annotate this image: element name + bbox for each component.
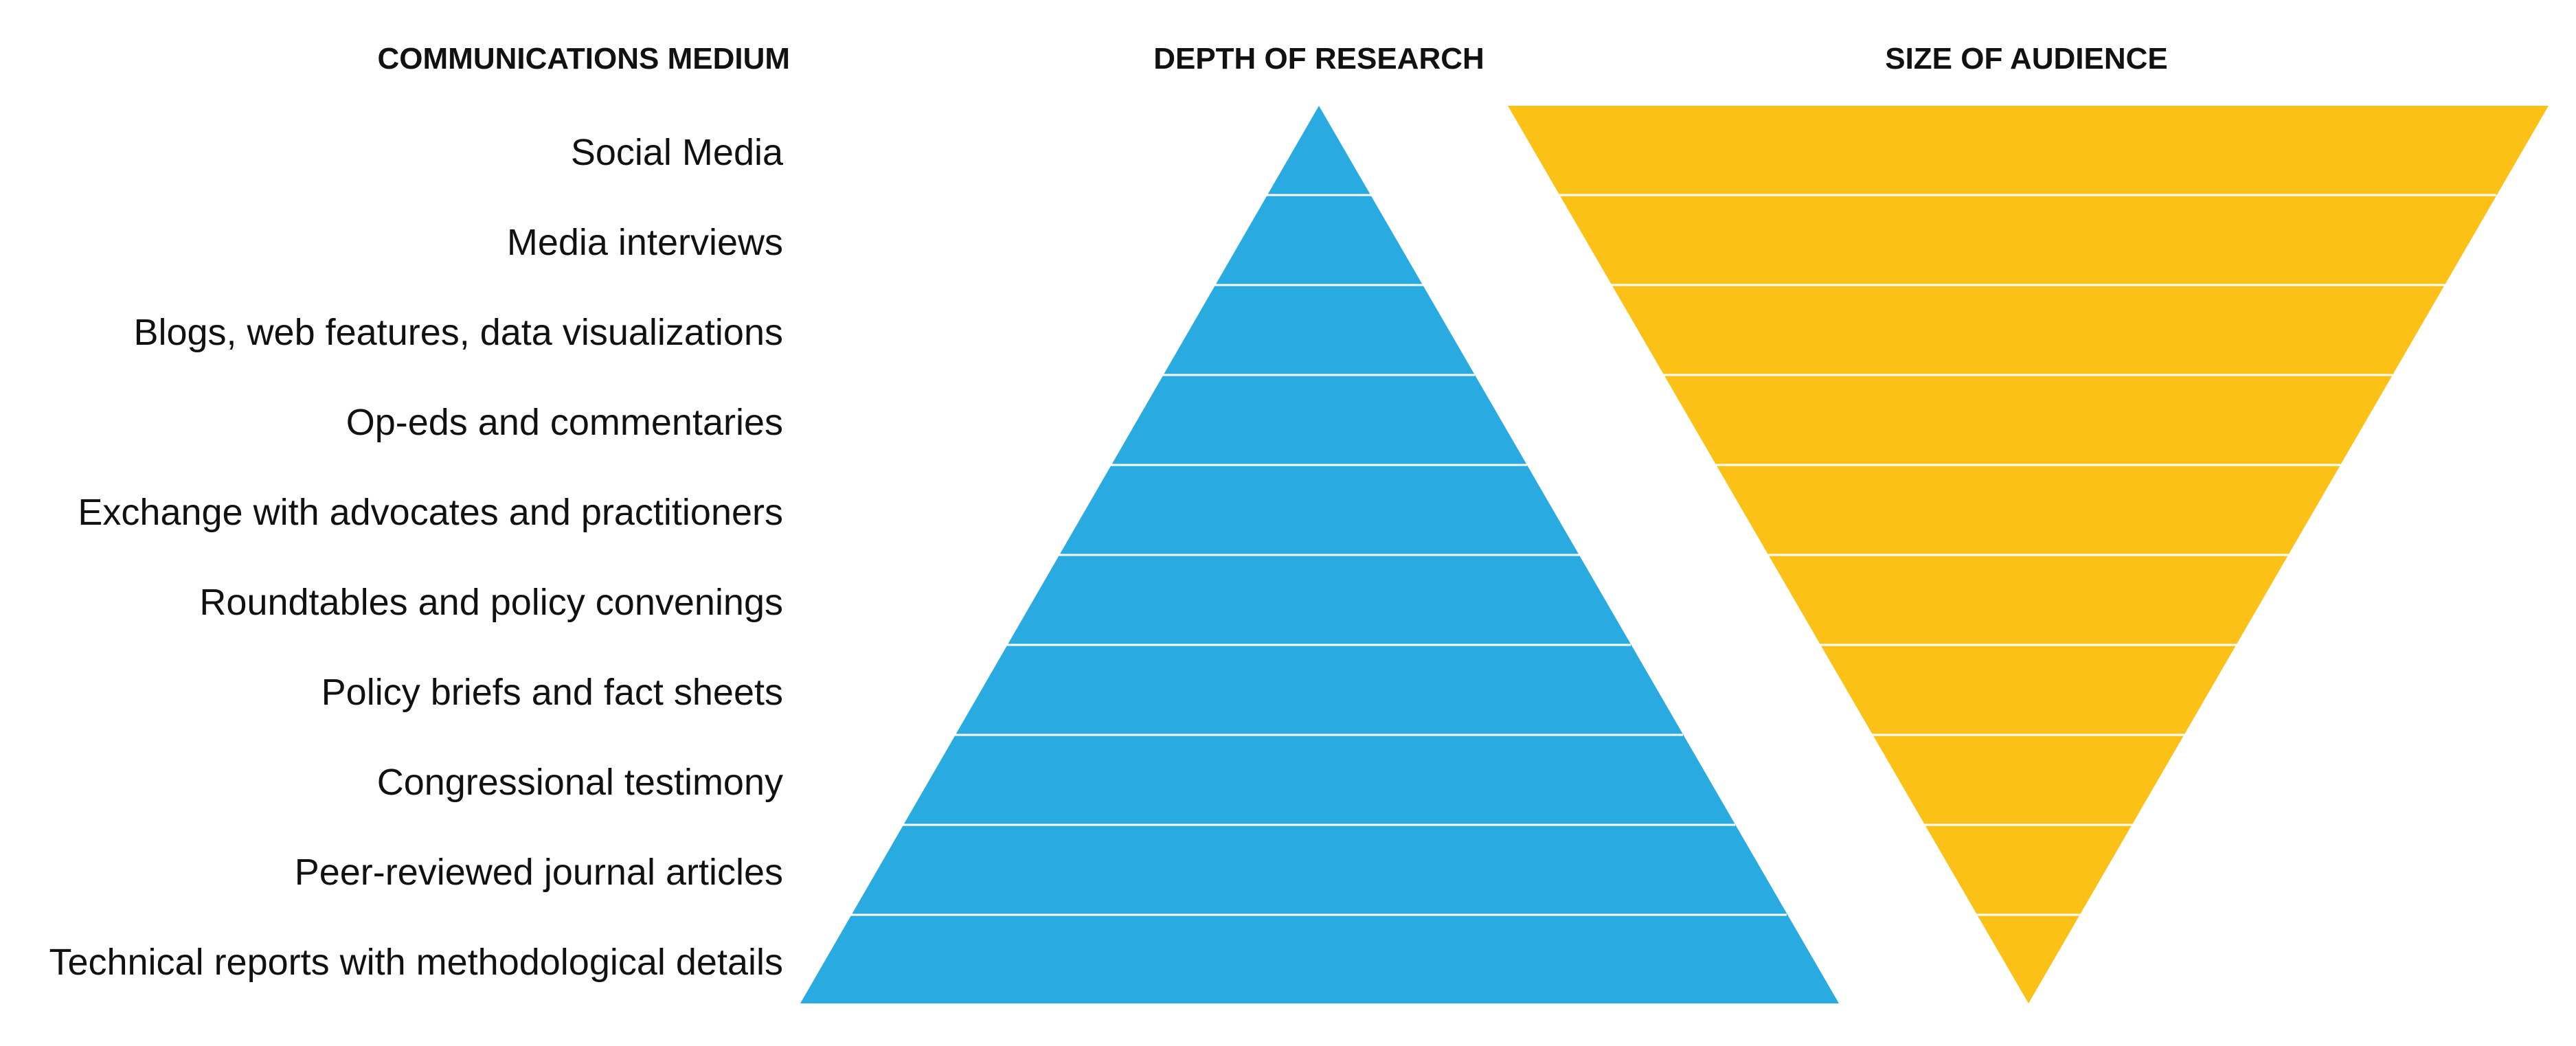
- medium-label-exchange: Exchange with advocates and practitioner…: [78, 492, 783, 533]
- medium-label-op-eds: Op-eds and commentaries: [346, 402, 783, 443]
- medium-label-congressional-testimony: Congressional testimony: [377, 762, 783, 803]
- size-of-audience-pyramid: [1508, 106, 2549, 1003]
- medium-label-social-media: Social Media: [571, 132, 784, 173]
- depth-pyramid-dividers: [851, 194, 1787, 916]
- medium-label-media-interviews: Media interviews: [507, 222, 783, 263]
- header-size-of-audience: SIZE OF AUDIENCE: [1885, 42, 2168, 76]
- medium-label-peer-reviewed: Peer-reviewed journal articles: [295, 852, 783, 893]
- audience-pyramid-dividers: [1559, 194, 2496, 916]
- medium-label-roundtables: Roundtables and policy convenings: [199, 582, 783, 623]
- medium-label-technical-reports: Technical reports with methodological de…: [49, 942, 783, 983]
- header-communications-medium: COMMUNICATIONS MEDIUM: [378, 42, 790, 76]
- header-depth-of-research: DEPTH OF RESEARCH: [1153, 42, 1484, 76]
- depth-of-research-pyramid: [800, 106, 1839, 1003]
- medium-label-policy-briefs: Policy briefs and fact sheets: [321, 672, 783, 713]
- medium-labels: Social Media Media interviews Blogs, web…: [49, 132, 784, 983]
- medium-label-blogs: Blogs, web features, data visualizations: [133, 312, 783, 353]
